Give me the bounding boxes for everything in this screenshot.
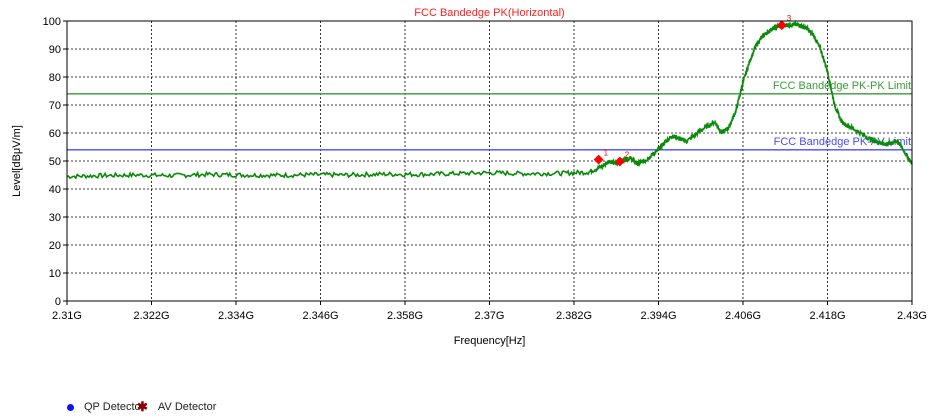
x-tick-label: 2.406G bbox=[725, 310, 761, 322]
marker-label-2: 2 bbox=[625, 151, 630, 160]
qp-detector-icon bbox=[67, 403, 74, 411]
axes: 0 10 20 30 40 50 60 70 80 90 100 2.31G 2.322G 2.334G 2… bbox=[43, 16, 927, 322]
x-tick-label: 2.382G bbox=[556, 310, 592, 322]
x-tick-label: 2.358G bbox=[387, 310, 423, 322]
y-tick-label: 50 bbox=[49, 156, 61, 168]
y-tick-label: 10 bbox=[49, 268, 61, 280]
legend-av: ✱ AV Detector bbox=[137, 399, 217, 414]
y-axis-label: Level[dBμV/m] bbox=[11, 125, 23, 197]
x-tick-label: 2.394G bbox=[640, 310, 676, 322]
marker-label-3: 3 bbox=[787, 14, 792, 23]
marker-layer: 1 2 3 bbox=[593, 14, 792, 167]
y-tick-label: 0 bbox=[55, 296, 61, 308]
marker-3 bbox=[776, 20, 787, 31]
y-tick-label: 100 bbox=[43, 16, 61, 28]
marker-1 bbox=[593, 154, 604, 165]
marker-label-1: 1 bbox=[604, 149, 609, 158]
x-tick-label: 2.322G bbox=[133, 310, 169, 322]
x-axis-label: Frequency[Hz] bbox=[454, 335, 526, 347]
measurement-trace bbox=[66, 19, 913, 180]
legend-av-label: AV Detector bbox=[157, 401, 217, 413]
trace-layer bbox=[66, 19, 913, 180]
y-tick-label: 70 bbox=[49, 100, 61, 112]
chart-title: FCC Bandedge PK(Horizontal) bbox=[414, 7, 564, 19]
x-tick-label: 2.31G bbox=[52, 310, 82, 322]
pk-pk-limit-label: FCC Bandedge PK-PK Limit bbox=[773, 80, 911, 92]
grid bbox=[67, 21, 912, 301]
pk-av-limit-label: FCC Bandedge PK-AV Limit bbox=[774, 136, 911, 148]
limit-lines: FCC Bandedge PK-PK Limit FCC Bandedge PK-… bbox=[67, 80, 912, 151]
x-tick-label: 2.418G bbox=[809, 310, 845, 322]
y-tick-label: 40 bbox=[49, 184, 61, 196]
bandedge-chart: FCC Bandedge PK-PK Limit FCC Bandedge PK-… bbox=[11, 7, 927, 347]
x-tick-label: 2.43G bbox=[897, 310, 927, 322]
x-tick-label: 2.334G bbox=[218, 310, 254, 322]
av-detector-icon: ✱ bbox=[137, 399, 148, 414]
y-tick-label: 80 bbox=[49, 72, 61, 84]
y-tick-label: 90 bbox=[49, 44, 61, 56]
y-tick-label: 60 bbox=[49, 128, 61, 140]
x-tick-label: 2.346G bbox=[302, 310, 338, 322]
x-tick-label: 2.37G bbox=[475, 310, 505, 322]
y-tick-label: 30 bbox=[49, 212, 61, 224]
marker-2 bbox=[614, 156, 625, 167]
legend-qp: QP Detector bbox=[67, 401, 144, 413]
legend-qp-label: QP Detector bbox=[84, 401, 145, 413]
y-tick-label: 20 bbox=[49, 240, 61, 252]
